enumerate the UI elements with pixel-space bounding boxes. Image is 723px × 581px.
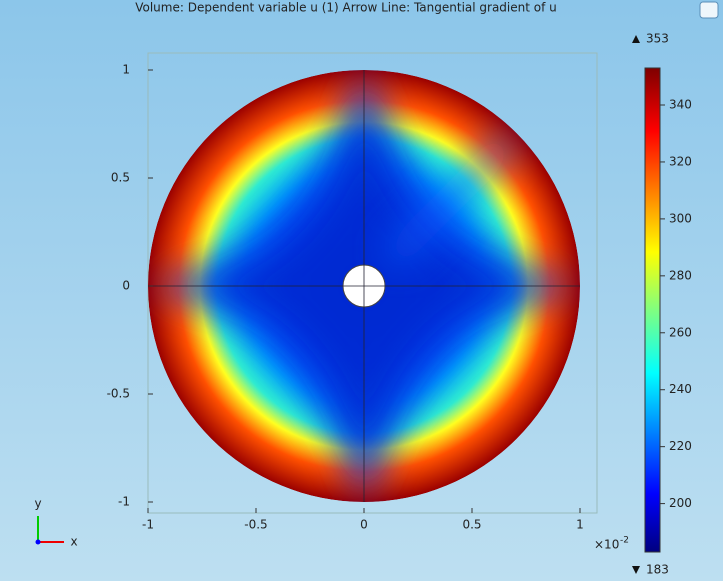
triad-x-label: x xyxy=(70,535,77,549)
colorbar-max: 353 xyxy=(646,32,669,46)
axis-multiplier-exp: -2 xyxy=(620,536,629,546)
triad-origin xyxy=(35,539,41,545)
max-marker xyxy=(632,35,640,43)
colorbar-min: 183 xyxy=(646,563,669,577)
plot-frame xyxy=(147,52,598,514)
y-tick-label: 1 xyxy=(122,63,130,77)
y-tick-label: 0 xyxy=(122,279,130,293)
axis-multiplier: ×10 xyxy=(594,538,619,552)
colorbar-tick-label: 280 xyxy=(669,268,692,282)
x-tick-label: 1 xyxy=(576,518,584,532)
colorbar-tick-label: 340 xyxy=(669,98,692,112)
x-tick-label: -1 xyxy=(142,518,154,532)
x-tick-label: -0.5 xyxy=(244,518,267,532)
colorbar xyxy=(644,67,661,553)
colorbar-tick-label: 200 xyxy=(669,496,692,510)
colorbar-tick-label: 320 xyxy=(669,154,692,168)
colorbar-tick-label: 260 xyxy=(669,325,692,339)
x-tick-label: 0 xyxy=(360,518,368,532)
low-streak xyxy=(380,130,520,270)
plot-title: Volume: Dependent variable u (1) Arrow L… xyxy=(135,1,557,15)
y-tick-label: -1 xyxy=(118,495,130,509)
y-tick-label: 0.5 xyxy=(111,171,130,185)
x-tick-label: 0.5 xyxy=(462,518,481,532)
triad-y-label: y xyxy=(34,497,41,511)
y-tick-label: -0.5 xyxy=(107,387,130,401)
toolbar-icon[interactable] xyxy=(699,1,719,19)
colorbar-tick-label: 220 xyxy=(669,439,692,453)
colorbar-tick-label: 240 xyxy=(669,382,692,396)
min-marker xyxy=(632,566,640,574)
colorbar-tick-label: 300 xyxy=(669,211,692,225)
